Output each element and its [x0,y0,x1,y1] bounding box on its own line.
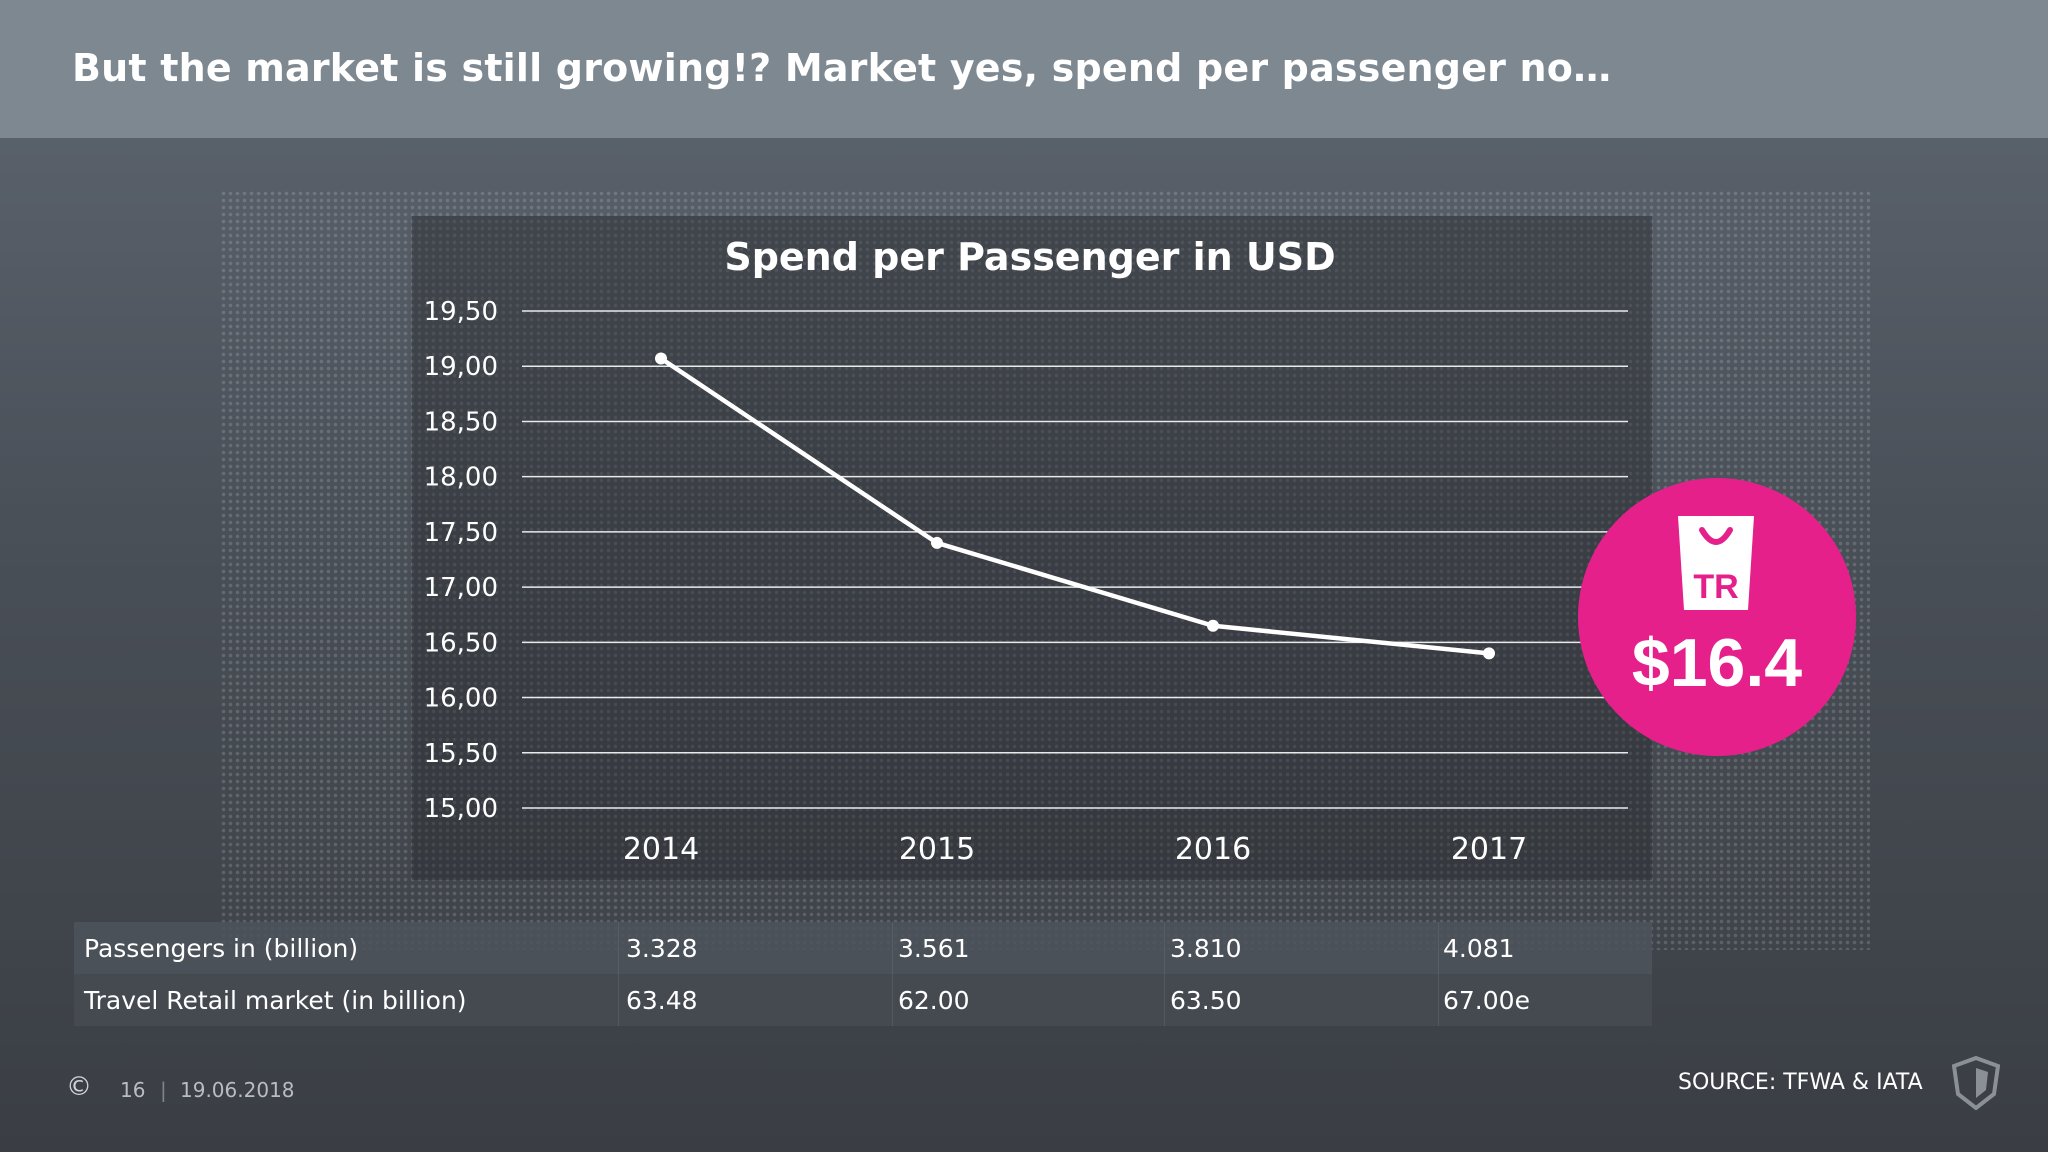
y-tick-label: 18,50 [424,407,498,437]
column-divider [1164,974,1165,1026]
data-table: Passengers in (billion) 3.328 3.561 3.81… [74,922,1652,1026]
y-tick-labels: 19,50 19,00 18,50 18,00 17,50 17,00 16,50 16,00… [424,297,498,824]
column-divider [1438,922,1439,974]
column-divider [618,922,619,974]
column-divider [892,974,893,1026]
chart-title: Spend per Passenger in USD [724,235,1335,279]
y-tick-label: 17,50 [424,518,498,548]
y-tick-label: 19,50 [424,297,498,327]
table-row: Travel Retail market (in billion) 63.48 … [74,974,1652,1026]
table-cell: 67.00e [1443,986,1530,1015]
x-tick-label: 2017 [1451,832,1527,867]
source-note: SOURCE: TFWA & IATA [1678,1070,1923,1095]
data-point [1483,647,1495,660]
x-tick-label: 2016 [1175,832,1251,867]
column-divider [1438,974,1439,1026]
row-label: Passengers in (billion) [84,934,359,963]
table-cell: 62.00 [898,986,970,1015]
row-label: Travel Retail market (in billion) [84,986,467,1015]
data-point [1207,619,1219,632]
y-tick-label: 17,00 [424,573,498,603]
grid-lines [522,310,1628,809]
chart-panel [412,216,1652,880]
footer-date: 19.06.2018 [180,1078,295,1102]
table-cell: 4.081 [1443,934,1515,963]
shield-logo-icon [1952,1056,2000,1110]
data-point [655,352,667,365]
page-number: 16 [120,1078,146,1102]
badge-amount: $16.4 [1631,625,1803,701]
y-tick-label: 15,50 [424,739,498,769]
table-cell: 3.810 [1170,934,1242,963]
footer-divider: | [160,1078,167,1102]
x-tick-labels: 2014 2015 2016 2017 [623,832,1527,867]
column-divider [892,922,893,974]
spend-badge: TR $16.4 [1578,478,1856,756]
slide-title: But the market is still growing!? Market… [72,46,1612,90]
data-point [931,536,943,549]
table-cell: 63.50 [1170,986,1242,1015]
copyright-icon: © [66,1072,92,1102]
badge-logo-text: TR [1693,568,1739,606]
y-tick-label: 16,00 [424,684,498,714]
shopping-bag-icon [1678,516,1754,610]
slide-header: But the market is still growing!? Market… [0,0,2048,138]
series-line-path [659,356,1490,656]
x-tick-label: 2015 [899,832,975,867]
y-tick-label: 19,00 [424,352,498,382]
series-line [655,352,1495,660]
column-divider [618,974,619,1026]
x-tick-label: 2014 [623,832,699,867]
table-cell: 63.48 [626,986,698,1015]
column-divider [1164,922,1165,974]
y-tick-label: 16,50 [424,628,498,658]
table-cell: 3.328 [626,934,698,963]
y-tick-label: 18,00 [424,463,498,493]
table-row: Passengers in (billion) 3.328 3.561 3.81… [74,922,1652,974]
table-cell: 3.561 [898,934,970,963]
y-tick-label: 15,00 [424,794,498,824]
